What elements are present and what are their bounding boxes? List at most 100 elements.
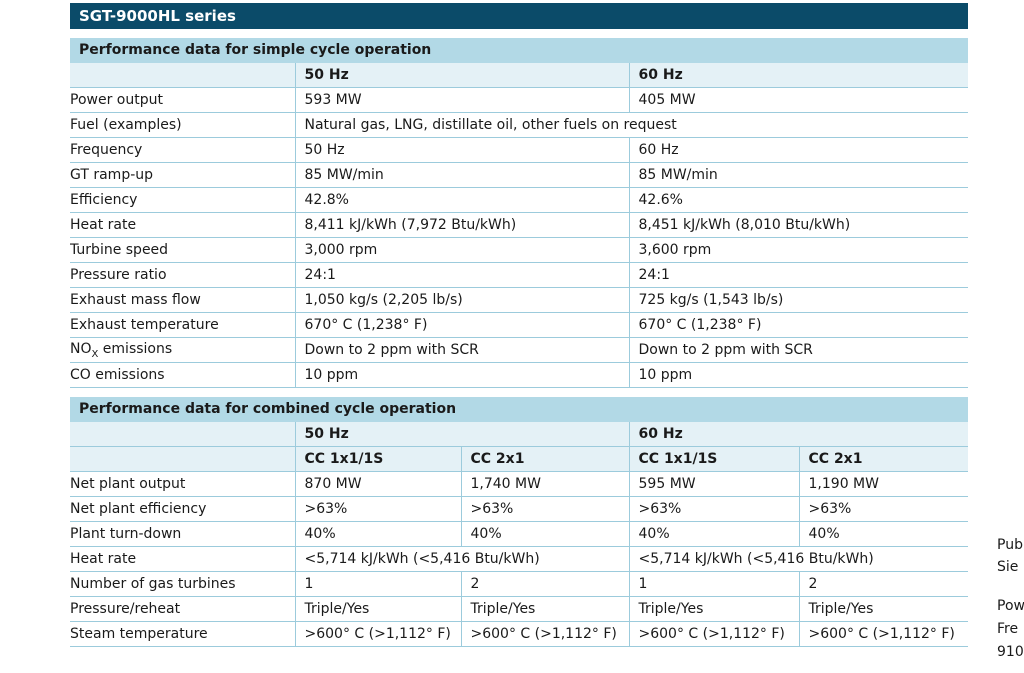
table-row: Fuel (examples) Natural gas, LNG, distill… xyxy=(70,112,968,138)
simple-col-60hz: 60 Hz xyxy=(628,63,968,88)
row-value: >63% xyxy=(798,496,969,522)
row-value-60hz: 725 kg/s (1,543 lb/s) xyxy=(628,287,968,313)
row-value: >63% xyxy=(294,496,461,522)
row-value-50hz-span: <5,714 kJ/kWh (<5,416 Btu/kWh) xyxy=(294,546,630,572)
row-value: 1,740 MW xyxy=(460,471,630,497)
row-label: Frequency xyxy=(70,137,295,163)
simple-col-50hz: 50 Hz xyxy=(294,63,629,88)
row-value-60hz: 10 ppm xyxy=(628,362,968,388)
table-row: Power output 593 MW 405 MW xyxy=(70,87,968,113)
row-label: Number of gas turbines xyxy=(70,571,295,597)
row-label: CO emissions xyxy=(70,362,295,388)
row-value: Triple/Yes xyxy=(628,596,800,622)
row-value: 595 MW xyxy=(628,471,800,497)
combined-subheader-row: CC 1x1/1S CC 2x1 CC 1x1/1S CC 2x1 xyxy=(70,446,969,472)
simple-cycle-section: Performance data for simple cycle operat… xyxy=(70,38,968,388)
margin-text: Pub xyxy=(997,537,1023,553)
row-label: Pressure ratio xyxy=(70,262,295,288)
row-value-60hz: 60 Hz xyxy=(628,137,968,163)
row-label: Pressure/reheat xyxy=(70,596,295,622)
row-label: Exhaust mass flow xyxy=(70,287,295,313)
table-row: Turbine speed 3,000 rpm 3,600 rpm xyxy=(70,237,968,263)
margin-text: Sie xyxy=(997,559,1019,575)
row-value: Triple/Yes xyxy=(460,596,630,622)
row-value: 40% xyxy=(460,521,630,547)
row-value-50hz: 10 ppm xyxy=(294,362,629,388)
row-label: Fuel (examples) xyxy=(70,112,295,138)
row-value-60hz: Down to 2 ppm with SCR xyxy=(628,337,968,363)
row-value: 2 xyxy=(460,571,630,597)
row-value: Triple/Yes xyxy=(294,596,461,622)
row-label: Heat rate xyxy=(70,212,295,238)
table-row: Exhaust temperature 670° C (1,238° F) 670°… xyxy=(70,312,968,338)
row-value: 40% xyxy=(628,521,800,547)
table-row: Plant turn-down 40% 40% 40% 40% xyxy=(70,521,969,547)
combined-cycle-section: Performance data for combined cycle oper… xyxy=(70,397,969,647)
row-value: >63% xyxy=(628,496,800,522)
row-label: Steam temperature xyxy=(70,621,295,647)
row-value: >600° C (>1,112° F) xyxy=(798,621,969,647)
combined-cycle-table: 50 Hz 60 Hz CC 1x1/1S CC 2x1 CC 1x1/1S C… xyxy=(70,422,969,647)
table-row: Exhaust mass flow 1,050 kg/s (2,205 lb/s)… xyxy=(70,287,968,313)
margin-text: Fre xyxy=(997,621,1019,637)
table-row: Net plant output 870 MW 1,740 MW 595 MW 1,19… xyxy=(70,471,969,497)
row-value-50hz: 3,000 rpm xyxy=(294,237,629,263)
row-value-50hz: 85 MW/min xyxy=(294,162,629,188)
row-label: Plant turn-down xyxy=(70,521,295,547)
row-value: Triple/Yes xyxy=(798,596,969,622)
table-row: Heat rate 8,411 kJ/kWh (7,972 Btu/kWh) 8,4… xyxy=(70,212,968,238)
table-row: Efficiency 42.8% 42.6% xyxy=(70,187,968,213)
row-label: Power output xyxy=(70,87,295,113)
row-label: Exhaust temperature xyxy=(70,312,295,338)
row-value: >600° C (>1,112° F) xyxy=(460,621,630,647)
row-value: 2 xyxy=(798,571,969,597)
row-value-60hz: 670° C (1,238° F) xyxy=(628,312,968,338)
row-label: Efficiency xyxy=(70,187,295,213)
row-value-60hz: 85 MW/min xyxy=(628,162,968,188)
row-value: 1 xyxy=(294,571,461,597)
row-value-60hz: 24:1 xyxy=(628,262,968,288)
table-row: Pressure/reheat Triple/Yes Triple/Yes Tripl… xyxy=(70,596,969,622)
combined-col-50hz: 50 Hz xyxy=(294,422,630,447)
simple-cycle-table: 50 Hz 60 Hz Power output 593 MW 405 MW Fuel… xyxy=(70,63,968,388)
row-value-50hz: 670° C (1,238° F) xyxy=(294,312,629,338)
row-label: NOX emissions xyxy=(70,337,295,363)
table-row: Number of gas turbines 1 2 1 2 xyxy=(70,571,969,597)
row-value: 40% xyxy=(798,521,969,547)
row-value-60hz-span: <5,714 kJ/kWh (<5,416 Btu/kWh) xyxy=(628,546,969,572)
combined-subheader: CC 2x1 xyxy=(798,446,969,472)
combined-col-60hz: 60 Hz xyxy=(628,422,969,447)
row-label: Net plant efficiency xyxy=(70,496,295,522)
simple-header-row: 50 Hz 60 Hz xyxy=(70,63,968,88)
row-value-50hz: 593 MW xyxy=(294,87,629,113)
table-row: Pressure ratio 24:1 24:1 xyxy=(70,262,968,288)
table-row: GT ramp-up 85 MW/min 85 MW/min xyxy=(70,162,968,188)
combined-header-row: 50 Hz 60 Hz xyxy=(70,422,969,447)
row-value: 1 xyxy=(628,571,800,597)
row-value-60hz: 42.6% xyxy=(628,187,968,213)
row-value: >600° C (>1,112° F) xyxy=(628,621,800,647)
row-value: >600° C (>1,112° F) xyxy=(294,621,461,647)
row-label: GT ramp-up xyxy=(70,162,295,188)
margin-text: Pow xyxy=(997,598,1024,614)
row-value: 870 MW xyxy=(294,471,461,497)
table-row: CO emissions 10 ppm 10 ppm xyxy=(70,362,968,388)
row-value-60hz: 405 MW xyxy=(628,87,968,113)
row-value-60hz: 8,451 kJ/kWh (8,010 Btu/kWh) xyxy=(628,212,968,238)
row-value-50hz: 1,050 kg/s (2,205 lb/s) xyxy=(294,287,629,313)
table-row: NOX emissions Down to 2 ppm with SCR Down … xyxy=(70,337,968,363)
simple-cycle-title: Performance data for simple cycle operat… xyxy=(70,38,968,63)
table-row: Heat rate <5,714 kJ/kWh (<5,416 Btu/kWh) <… xyxy=(70,546,969,572)
row-value-50hz: 50 Hz xyxy=(294,137,629,163)
row-label-text: NO xyxy=(70,340,92,357)
row-value: 40% xyxy=(294,521,461,547)
row-label: Net plant output xyxy=(70,471,295,497)
row-value: >63% xyxy=(460,496,630,522)
table-row: Frequency 50 Hz 60 Hz xyxy=(70,137,968,163)
row-value-60hz: 3,600 rpm xyxy=(628,237,968,263)
row-value-span: Natural gas, LNG, distillate oil, other … xyxy=(294,112,968,138)
margin-text: 910 xyxy=(997,644,1024,660)
row-value: 1,190 MW xyxy=(798,471,969,497)
combined-subheader: CC 1x1/1S xyxy=(628,446,800,472)
combined-subheader: CC 1x1/1S xyxy=(294,446,461,472)
